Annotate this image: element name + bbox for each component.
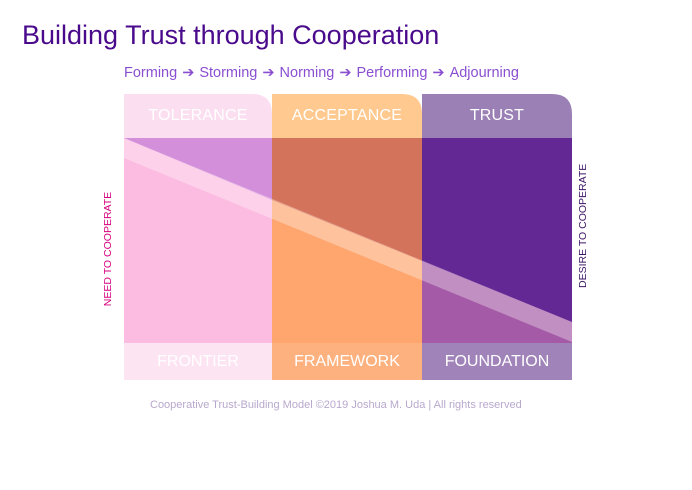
need-to-cooperate-label: NEED TO COOPERATE: [102, 191, 114, 307]
column-footer-frontier: FRONTIER: [157, 352, 239, 370]
trust-upper-region: [422, 138, 572, 322]
trust-header-bg: [422, 94, 572, 138]
column-header-tolerance: TOLERANCE: [148, 107, 248, 124]
tolerance-header-bg: [124, 94, 272, 138]
acceptance-header-bg: [272, 94, 422, 138]
diagonal-band: [124, 138, 572, 342]
arrow-right-icon: ➔: [262, 65, 275, 81]
column-footer-foundation: FOUNDATION: [444, 352, 550, 370]
foundation-footer-bg: [422, 343, 572, 380]
column-footer-framework: FRAMEWORK: [294, 352, 400, 370]
column-header-acceptance: ACCEPTANCE: [291, 107, 403, 124]
stage-storming: Storming: [199, 65, 258, 81]
diagram-title: Building Trust through Cooperation: [22, 20, 440, 50]
arrow-right-icon: ➔: [339, 65, 352, 81]
desire-to-cooperate-label: DESIRE TO COOPERATE: [577, 163, 589, 288]
frontier-footer-bg: [124, 343, 272, 380]
arrow-right-icon: ➔: [432, 65, 445, 81]
arrow-right-icon: ➔: [182, 65, 195, 81]
stage-adjourning: Adjourning: [449, 65, 519, 81]
stage-forming: Forming: [124, 65, 178, 81]
framework-footer-bg: [272, 343, 422, 380]
copyright-notice: Cooperative Trust-Building Model ©2019 J…: [150, 399, 522, 411]
column-header-trust: TRUST: [469, 107, 525, 124]
stage-sequence: Forming ➔ Storming ➔ Norming ➔ Performin…: [124, 65, 519, 81]
acceptance-upper-region: [272, 138, 422, 261]
stage-performing: Performing: [356, 65, 428, 81]
tolerance-upper-region: [124, 138, 272, 200]
stage-norming: Norming: [279, 65, 335, 81]
